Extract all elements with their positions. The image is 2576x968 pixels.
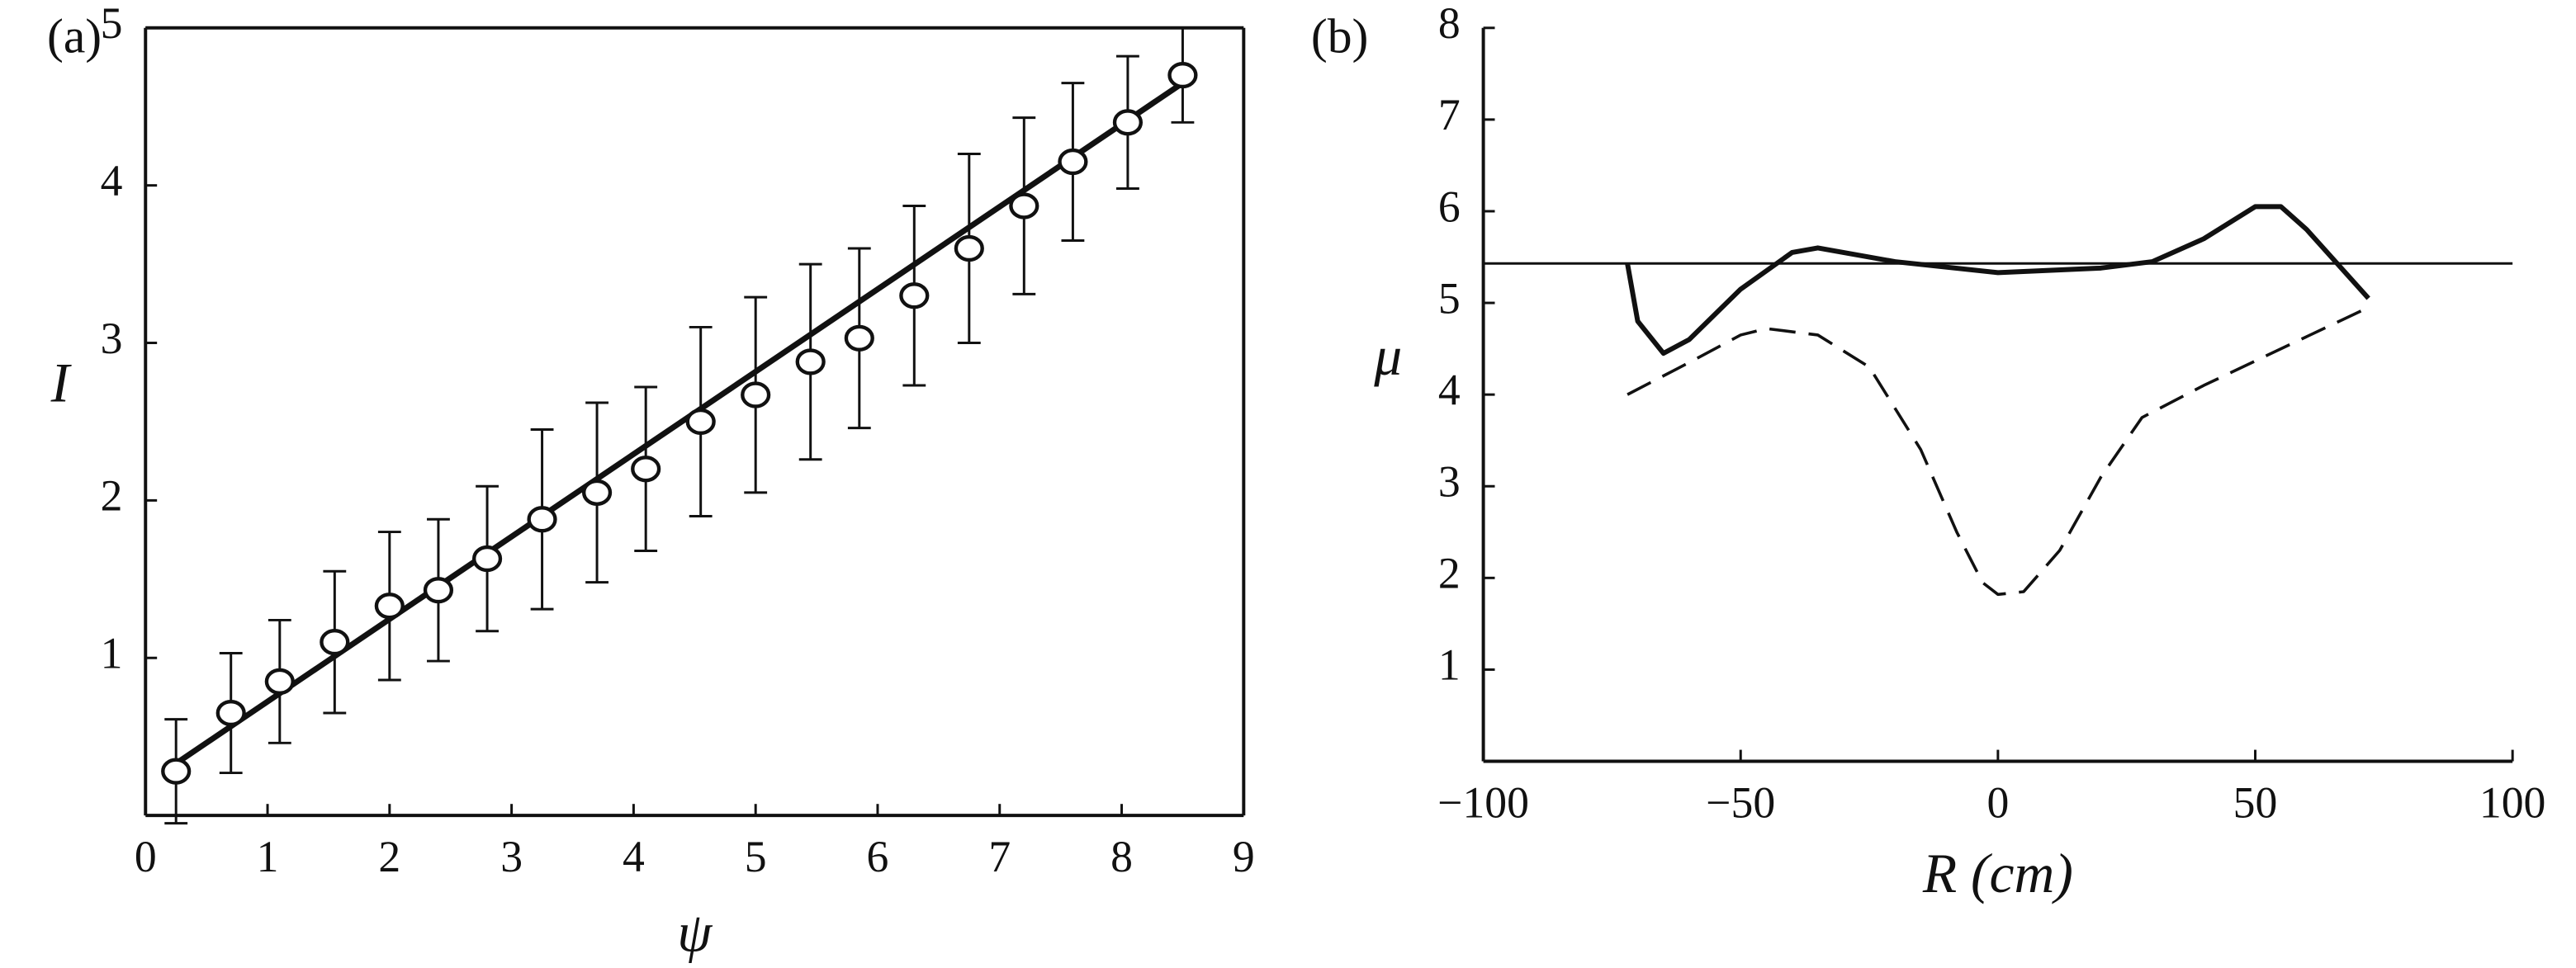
- y-tick-label: 5: [1438, 273, 1461, 323]
- data-point: [899, 282, 930, 309]
- x-tick-label: 6: [867, 832, 889, 881]
- y-tick-label: 1: [1438, 640, 1461, 690]
- y-axis-label: μ: [1373, 325, 1402, 387]
- y-axis-label: I: [50, 352, 73, 414]
- x-tick-label: 8: [1110, 832, 1133, 881]
- x-tick-label: 5: [745, 832, 767, 881]
- data-point: [954, 234, 984, 262]
- fit-line: [174, 80, 1185, 767]
- panel-label: (a): [47, 8, 102, 63]
- x-tick-label: 0: [135, 832, 157, 881]
- data-point: [741, 381, 771, 408]
- y-tick-label: 6: [1438, 182, 1461, 231]
- data-point: [471, 545, 503, 573]
- data-point: [685, 408, 716, 436]
- data-point: [527, 506, 557, 533]
- data-point: [423, 577, 454, 604]
- data-point: [161, 758, 192, 785]
- data-point: [374, 593, 405, 620]
- panel-label: (b): [1311, 8, 1369, 63]
- data-point: [631, 456, 661, 483]
- y-tick-label: 8: [1438, 0, 1461, 48]
- x-axis-label: ψ: [677, 902, 713, 964]
- data-point: [795, 348, 826, 375]
- data-point: [844, 324, 874, 352]
- y-tick-label: 2: [101, 471, 123, 521]
- y-tick-label: 1: [101, 629, 123, 678]
- x-tick-label: 2: [378, 832, 400, 881]
- y-tick-label: 5: [101, 0, 123, 48]
- data-point: [264, 668, 295, 695]
- x-tick-label: 50: [2233, 777, 2278, 827]
- y-tick-label: 3: [101, 314, 123, 363]
- y-tick-label: 2: [1438, 549, 1461, 598]
- x-tick-label: 1: [257, 832, 279, 881]
- x-tick-label: 9: [1233, 832, 1255, 881]
- data-point: [1009, 192, 1039, 220]
- x-axis-label: R (cm): [1922, 843, 2073, 904]
- data-point: [581, 479, 613, 506]
- curve: [1627, 305, 2370, 597]
- x-tick-label: 3: [500, 832, 523, 881]
- x-tick-label: 7: [988, 832, 1011, 881]
- x-tick-label: −100: [1437, 777, 1529, 827]
- data-point: [320, 629, 350, 656]
- data-point: [1058, 148, 1088, 176]
- y-tick-label: 4: [101, 156, 123, 205]
- x-tick-label: 100: [2479, 777, 2545, 827]
- data-point: [1112, 109, 1144, 136]
- curve: [1625, 204, 2370, 357]
- y-tick-label: 7: [1438, 90, 1461, 139]
- y-tick-label: 3: [1438, 457, 1461, 507]
- data-point: [1167, 61, 1198, 89]
- x-tick-label: 4: [623, 832, 645, 881]
- x-tick-label: 0: [1986, 777, 2009, 827]
- data-point: [215, 699, 246, 727]
- y-tick-label: 4: [1438, 365, 1461, 414]
- x-tick-label: −50: [1706, 777, 1775, 827]
